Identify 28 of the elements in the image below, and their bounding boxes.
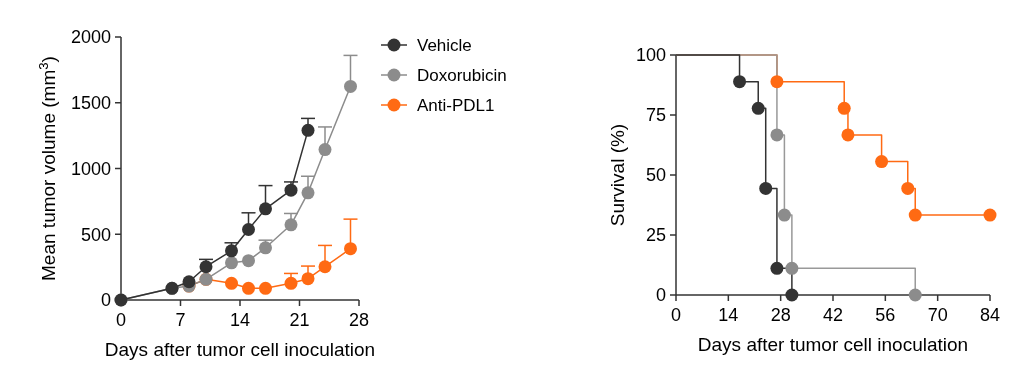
x-tick-label: 14 bbox=[718, 305, 739, 325]
x-tick-label: 28 bbox=[770, 305, 791, 325]
y-tick-label: 0 bbox=[655, 285, 666, 306]
y-axis-title: Survival (%) bbox=[607, 123, 628, 227]
x-tick-label: 0 bbox=[115, 310, 127, 330]
y-tick-label: 100 bbox=[635, 45, 666, 66]
x-tick-label: 84 bbox=[979, 305, 1001, 325]
x-tick-label: 42 bbox=[822, 305, 844, 325]
x-tick-label: 7 bbox=[175, 310, 186, 330]
y-tick-label: 2000 bbox=[70, 27, 111, 48]
legend-label: Doxorubicin bbox=[417, 65, 507, 85]
y-tick-label: 25 bbox=[645, 225, 666, 246]
x-axis-title: Days after tumor cell inoculation bbox=[697, 334, 969, 355]
y-tick-label: 50 bbox=[645, 165, 666, 186]
y-tick-label: 1000 bbox=[70, 158, 111, 179]
y-tick-label: 1500 bbox=[70, 93, 111, 114]
x-tick-label: 21 bbox=[289, 310, 310, 330]
y-tick-label: 0 bbox=[100, 290, 111, 311]
x-axis-title: Days after tumor cell inoculation bbox=[104, 339, 376, 360]
x-tick-label: 56 bbox=[875, 305, 896, 325]
y-tick-label: 500 bbox=[80, 224, 111, 245]
legend-label: Vehicle bbox=[417, 35, 472, 55]
y-tick-label: 75 bbox=[645, 105, 666, 126]
x-tick-label: 14 bbox=[229, 310, 251, 330]
x-tick-label: 28 bbox=[348, 310, 370, 330]
x-tick-label: 70 bbox=[927, 305, 948, 325]
x-tick-label: 0 bbox=[670, 305, 682, 325]
legend-label: Anti-PDL1 bbox=[417, 95, 495, 115]
